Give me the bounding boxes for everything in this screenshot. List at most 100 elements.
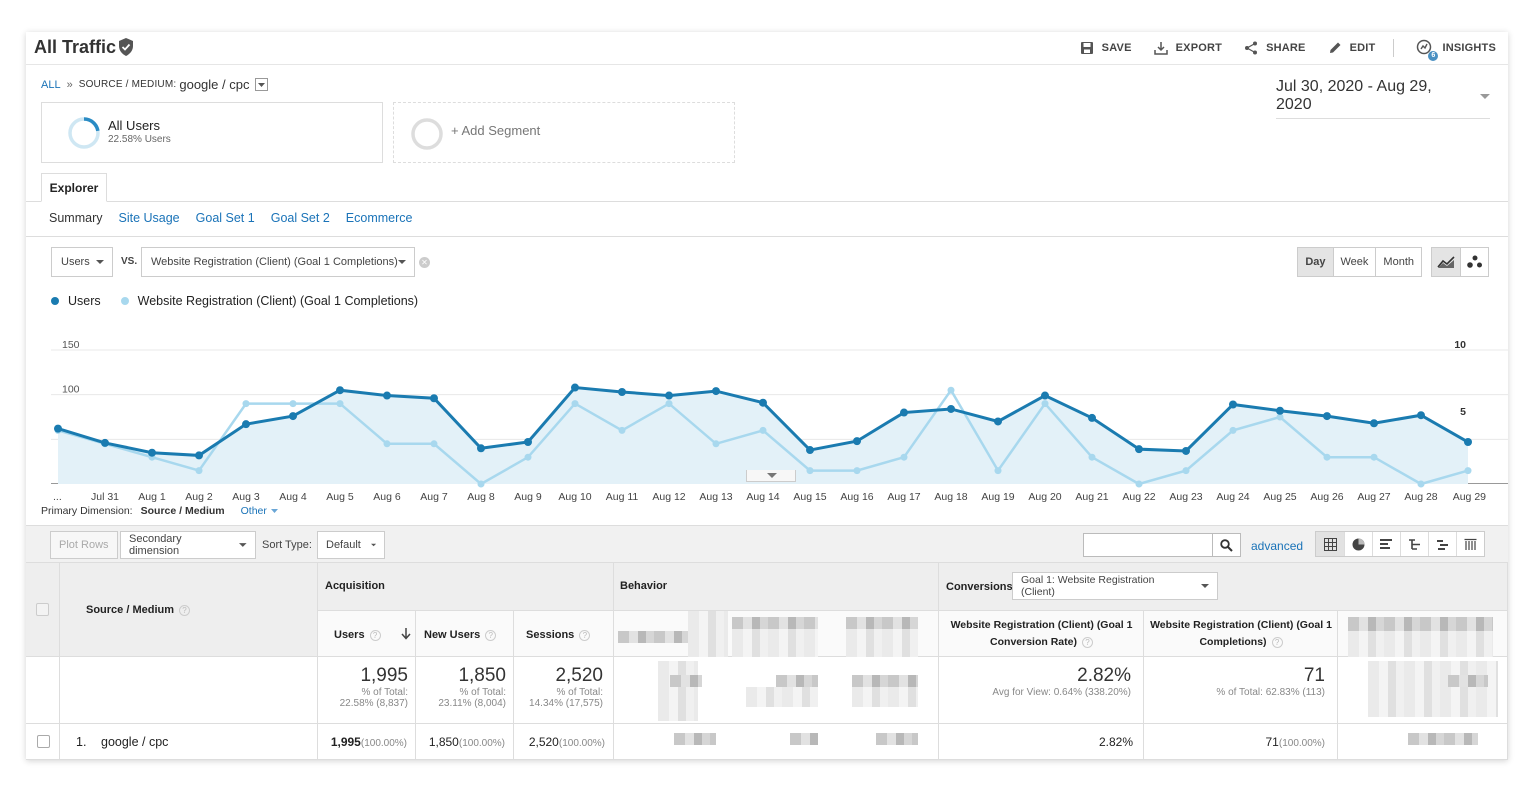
secondary-metric-value: Website Registration (Client) (Goal 1 Co… (151, 256, 398, 268)
primary-dimension-bar: Primary Dimension: Source / Medium Other (41, 505, 278, 517)
table-grid-icon (1323, 537, 1337, 551)
col-sessions[interactable]: Sessions? (514, 611, 614, 657)
subtab-ecommerce[interactable]: Ecommerce (345, 211, 413, 225)
term-cloud-icon (1437, 539, 1448, 550)
edit-button[interactable]: EDIT (1328, 41, 1376, 55)
select-all-checkbox[interactable] (36, 603, 49, 616)
goal-completions-point (242, 400, 250, 408)
insights-button[interactable]: 6 INSIGHTS (1416, 39, 1496, 61)
row-goal-completions: 71(100.00%) (1144, 724, 1338, 760)
total-goal-completions-l1: % of Total: 62.83% (113) (1216, 687, 1325, 698)
caret-down-icon (767, 473, 777, 478)
primary-metric-select[interactable]: Users (51, 247, 113, 277)
period-week-button[interactable]: Week (1332, 248, 1376, 276)
view-pivot-button[interactable] (1456, 532, 1484, 556)
redacted-block (732, 617, 818, 629)
row-users-value: 1,995 (330, 735, 361, 749)
primary-metric-value: Users (61, 256, 90, 268)
total-behavior-redacted (614, 657, 939, 724)
help-icon: ? (579, 629, 591, 641)
motion-chart-button[interactable] (1460, 248, 1488, 276)
row-sessions-value: 2,520 (528, 735, 559, 749)
view-term-cloud-button[interactable] (1428, 532, 1456, 556)
goal-select[interactable]: Goal 1: Website Registration (Client) (1012, 572, 1218, 600)
secondary-metric-select[interactable]: Website Registration (Client) (Goal 1 Co… (141, 247, 415, 277)
legend-dot (51, 297, 59, 305)
breadcrumb-dropdown[interactable] (255, 78, 269, 91)
tools-divider (1393, 39, 1395, 57)
legend-item-goal-completions: Website Registration (Client) (Goal 1 Co… (120, 294, 418, 308)
caret-down-icon (258, 82, 266, 87)
col-conversion-rate-label: Website Registration (Client) (Goal 1 Co… (950, 619, 1133, 648)
total-sessions-l2: 14.34% (17,575) (529, 698, 603, 709)
breadcrumb-all-link[interactable]: ALL (41, 78, 61, 91)
goal-completions-point (1464, 467, 1472, 475)
view-data-button[interactable] (1316, 532, 1344, 556)
subtab-summary[interactable]: Summary (49, 211, 103, 225)
total-users-l1: % of Total: (361, 687, 408, 698)
add-segment-button[interactable]: + Add Segment (393, 102, 735, 163)
export-button[interactable]: EXPORT (1153, 41, 1222, 55)
period-month-button[interactable]: Month (1375, 248, 1421, 276)
advanced-filter-link[interactable]: advanced (1251, 539, 1304, 553)
users-point (1041, 391, 1049, 400)
x-tick-label: Aug 5 (326, 491, 354, 503)
caret-down-icon (1201, 584, 1209, 588)
clear-secondary-metric-icon[interactable]: ✕ (419, 257, 430, 268)
view-performance-button[interactable] (1372, 532, 1400, 556)
goal-completions-point (1088, 453, 1096, 461)
date-range-picker[interactable]: Jul 30, 2020 - Aug 29, 2020 (1276, 78, 1490, 119)
save-button[interactable]: SAVE (1080, 41, 1132, 55)
goal-completions-point (1229, 426, 1237, 434)
comparison-icon (1409, 538, 1420, 550)
users-point (1323, 412, 1331, 421)
secondary-dimension-select[interactable]: Secondary dimension (120, 531, 256, 559)
row-checkbox[interactable] (37, 735, 50, 748)
period-day-button[interactable]: Day (1298, 248, 1333, 276)
users-point (430, 394, 438, 403)
sort-type-select[interactable]: Default (317, 531, 385, 559)
users-point (759, 398, 767, 407)
primary-dimension-current[interactable]: Source / Medium (140, 505, 225, 517)
dimension-header[interactable]: Source / Medium? (60, 563, 318, 657)
row-source-link[interactable]: google / cpc (101, 735, 169, 749)
share-icon (1245, 41, 1258, 55)
row-conversion-rate: 2.82% (939, 724, 1144, 760)
subtab-site-usage[interactable]: Site Usage (118, 211, 180, 225)
users-point (101, 438, 109, 447)
breadcrumb-value: google / cpc (179, 77, 250, 92)
breadcrumb: ALL » SOURCE / MEDIUM: google / cpc (41, 77, 269, 92)
report-frame: All Traffic SAVE EXPORT SHARE EDIT (26, 32, 1508, 760)
users-point (148, 448, 156, 457)
y-left-tick-label: 100 (62, 384, 80, 396)
col-new-users[interactable]: New Users? (416, 611, 514, 657)
segment-all-users[interactable]: All Users 22.58% Users (41, 102, 383, 163)
legend-label: Users (68, 294, 101, 308)
total-conversion-rate-l1: Avg for View: 0.64% (338.20%) (992, 687, 1131, 698)
col-goal-completions[interactable]: Website Registration (Client) (Goal 1 Co… (1144, 611, 1338, 657)
help-icon: ? (1271, 636, 1283, 648)
users-point (242, 420, 250, 429)
goal-completions-point (336, 400, 344, 408)
tab-explorer[interactable]: Explorer (41, 173, 107, 202)
table-search-input[interactable] (1083, 533, 1213, 557)
line-chart-button[interactable] (1432, 248, 1460, 276)
row-behavior-redacted (614, 724, 939, 760)
x-tick-label: Aug 17 (887, 491, 920, 503)
subtab-goal-set-2[interactable]: Goal Set 2 (270, 211, 330, 225)
collapse-chart-handle[interactable] (746, 470, 796, 482)
primary-dimension-other[interactable]: Other (240, 505, 267, 517)
col-users[interactable]: Users? (318, 611, 416, 657)
view-comparison-button[interactable] (1400, 532, 1428, 556)
plot-rows-button[interactable]: Plot Rows (50, 531, 118, 559)
goal-completions-point (712, 440, 720, 448)
redacted-block (790, 733, 818, 745)
col-conversion-rate[interactable]: Website Registration (Client) (Goal 1 Co… (939, 611, 1144, 657)
insights-label: INSIGHTS (1442, 42, 1496, 54)
view-percentage-button[interactable] (1344, 532, 1372, 556)
table-search-button[interactable] (1213, 533, 1241, 557)
subtab-goal-set-1[interactable]: Goal Set 1 (195, 211, 255, 225)
edit-label: EDIT (1349, 42, 1376, 54)
share-button[interactable]: SHARE (1244, 41, 1306, 55)
